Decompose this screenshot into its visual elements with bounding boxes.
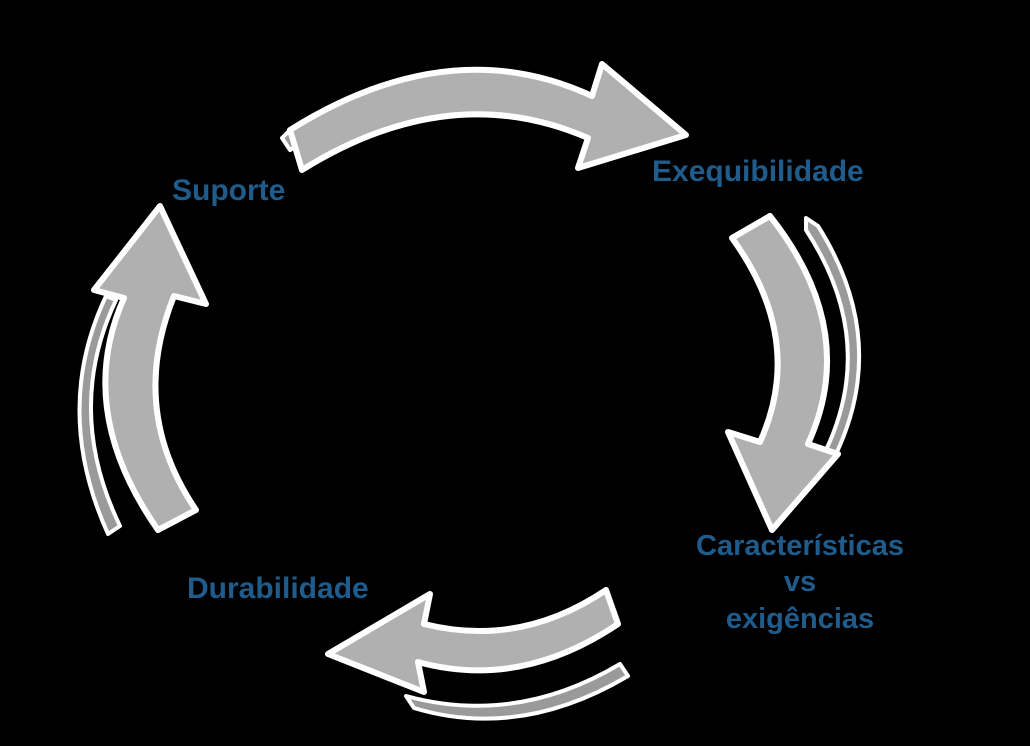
label-exequibilidade: Exequibilidade <box>652 153 864 191</box>
arrow-left <box>79 206 206 534</box>
label-caracteristicas: Característicasvsexigências <box>670 528 930 637</box>
label-durabilidade: Durabilidade <box>187 570 369 608</box>
arrow-top <box>282 64 686 170</box>
arrow-right <box>728 216 859 530</box>
cycle-diagram: Suporte Exequibilidade Característicasvs… <box>0 0 1030 746</box>
arrow-bottom <box>328 590 628 719</box>
label-suporte: Suporte <box>172 172 285 210</box>
